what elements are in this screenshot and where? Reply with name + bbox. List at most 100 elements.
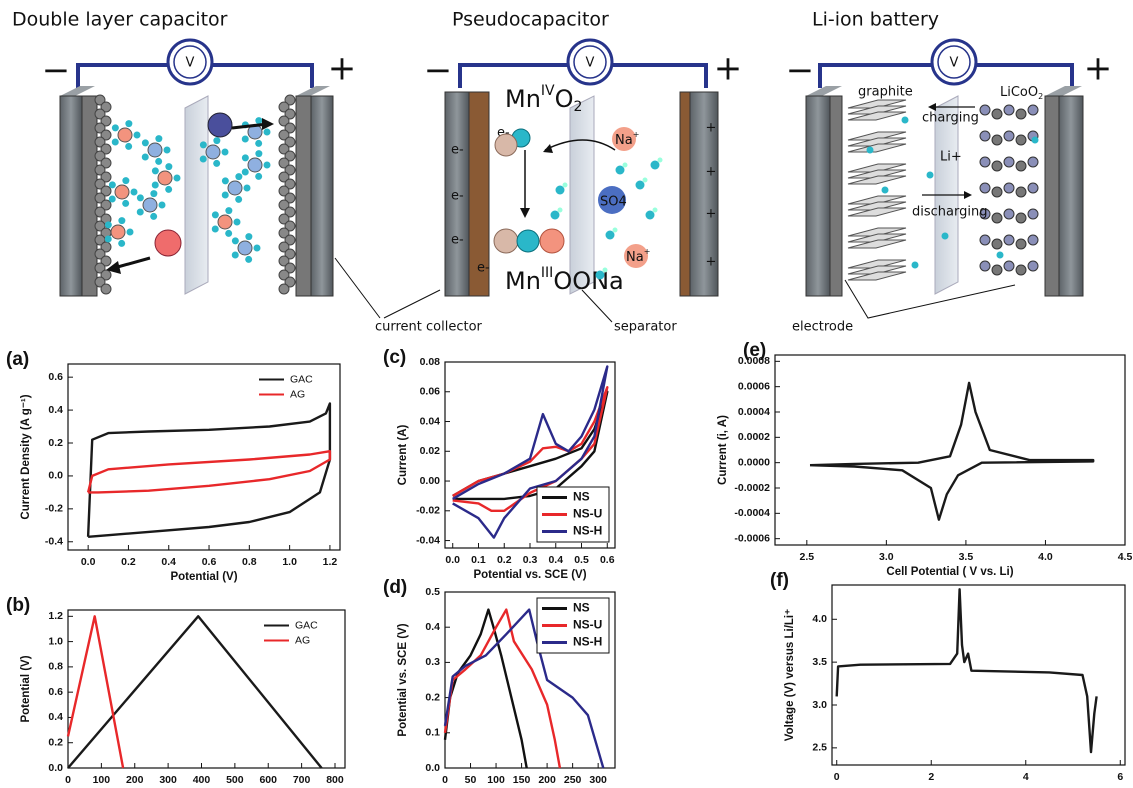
x-tick-label: 300 — [589, 774, 607, 786]
water — [125, 143, 132, 150]
charging-label: charging — [922, 111, 979, 126]
water — [212, 211, 219, 218]
panel-label: (a) — [6, 349, 29, 370]
water — [225, 230, 232, 237]
y-tick-label: 0.0 — [425, 762, 440, 774]
superscript: III — [541, 265, 553, 281]
atom — [517, 230, 539, 252]
water — [242, 154, 249, 161]
legend-label: GAC — [290, 373, 313, 385]
x-tick-label: 400 — [193, 774, 211, 786]
water — [142, 139, 149, 146]
electrode-side — [296, 96, 311, 296]
minus-sign: − — [42, 51, 71, 91]
x-tick-label: 250 — [564, 774, 582, 786]
water — [105, 235, 112, 242]
water — [245, 233, 252, 240]
water — [142, 153, 149, 160]
callout: separator — [614, 320, 677, 335]
y-tick-label: 0.1 — [425, 727, 440, 739]
plus-sign: + — [714, 49, 743, 89]
arrow-head — [543, 144, 553, 153]
cathode-atom — [1004, 157, 1014, 167]
leader-line — [384, 290, 440, 318]
cathode-atom — [1016, 135, 1026, 145]
water — [556, 186, 565, 195]
legend-label: NS-U — [573, 618, 602, 632]
water — [159, 202, 166, 209]
electrode-top — [1045, 86, 1082, 96]
water — [636, 181, 645, 190]
x-tick-label: 1.2 — [323, 556, 338, 568]
y-tick-label: 1.2 — [48, 610, 63, 622]
cathode-atom — [980, 105, 990, 115]
ion — [248, 158, 262, 172]
legend-label: NS-H — [573, 635, 602, 649]
minus-sign: − — [424, 51, 453, 91]
panel-label: (c) — [383, 347, 406, 368]
separator — [185, 96, 208, 294]
subscript: 2 — [1038, 92, 1043, 101]
current-collector — [806, 96, 830, 296]
x-axis-label: Cell Potential ( V vs. Li) — [886, 566, 1013, 578]
plus-sign: + — [328, 49, 357, 89]
x-tick-label: 0.1 — [471, 554, 486, 566]
y-tick-label: -0.02 — [416, 505, 440, 517]
water — [222, 177, 229, 184]
anode-label: graphite — [858, 85, 913, 100]
carbon-grain — [279, 284, 289, 294]
x-tick-label: 4 — [1023, 771, 1029, 783]
x-tick-label: 0.2 — [497, 554, 512, 566]
water — [596, 271, 605, 280]
cathode-atom — [1028, 209, 1038, 219]
legend-label: NS-U — [573, 507, 602, 521]
y-tick-label: 3.0 — [812, 699, 827, 711]
charge: + — [706, 121, 717, 136]
x-tick-label: 600 — [259, 774, 277, 786]
water — [653, 208, 658, 213]
line-series — [68, 616, 123, 768]
cathode-atom — [980, 183, 990, 193]
cathode-atom — [980, 235, 990, 245]
water — [150, 190, 157, 197]
cathode-atom — [1028, 157, 1038, 167]
water — [255, 173, 262, 180]
cathode-atom — [992, 187, 1002, 197]
cathode-atom — [1028, 105, 1038, 115]
water — [152, 167, 159, 174]
water — [242, 135, 249, 142]
water — [137, 194, 144, 201]
x-tick-label: 0.6 — [202, 556, 217, 568]
ion — [118, 128, 132, 142]
electrode-side — [1045, 96, 1059, 296]
cathode-atom — [1016, 161, 1026, 171]
superscript: IV — [541, 83, 555, 99]
charge: + — [706, 255, 717, 270]
cathode-atom — [980, 131, 990, 141]
oxide-label: MnIVO2 — [505, 83, 582, 115]
y-tick-label: 0.6 — [48, 371, 63, 383]
water — [137, 208, 144, 215]
y-tick-label: 0.6 — [48, 686, 63, 698]
voltmeter-label: V — [586, 56, 595, 71]
y-tick-label: -0.0006 — [734, 532, 770, 544]
water — [551, 211, 560, 220]
ion — [206, 145, 220, 159]
superscript: + — [633, 130, 640, 139]
ion — [155, 230, 181, 256]
y-tick-label: 0.00 — [420, 475, 441, 487]
wire — [78, 65, 168, 88]
water — [254, 245, 261, 252]
cathode-atom — [980, 261, 990, 271]
cathode-atom — [1016, 239, 1026, 249]
y-axis-label: Potential vs. SCE (V) — [397, 623, 409, 736]
voltmeter-label: V — [950, 56, 959, 71]
water — [658, 158, 663, 163]
current-collector — [1059, 96, 1083, 296]
cathode-atom — [1028, 183, 1038, 193]
x-tick-label: 100 — [487, 774, 505, 786]
water — [112, 138, 119, 145]
water — [155, 135, 162, 142]
